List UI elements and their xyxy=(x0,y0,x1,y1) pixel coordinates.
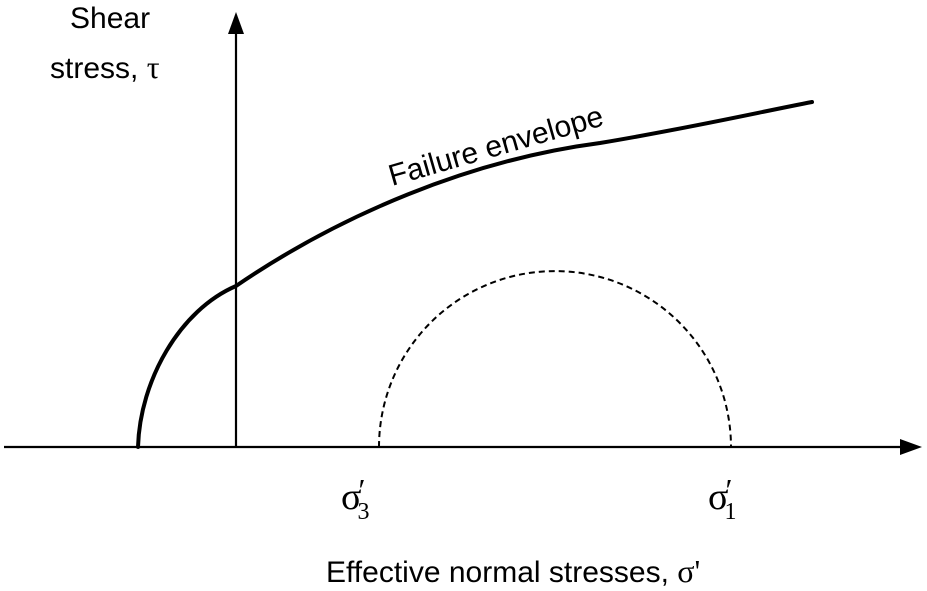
sigma1-prime: ′ xyxy=(725,472,732,508)
tau-symbol: τ xyxy=(147,49,160,85)
failure-envelope-curve xyxy=(136,100,814,449)
y-axis-label-text: stress, xyxy=(50,52,147,85)
sigma3-label: σ′ 3 xyxy=(341,472,369,525)
sigma3-subscript: 3 xyxy=(357,499,369,525)
sigma1-label: σ′ 1 xyxy=(708,472,736,525)
x-axis-arrowhead xyxy=(900,439,922,455)
sigma1-subscript: 1 xyxy=(724,499,736,525)
y-axis-label-line1: Shear xyxy=(70,2,150,35)
x-axis-label-text: Effective normal stresses, xyxy=(326,556,677,589)
mohr-circle xyxy=(378,270,732,448)
sigma1-base: σ xyxy=(708,476,728,518)
y-axis-label-line2: stress, τ xyxy=(50,49,160,85)
sigma3-base: σ xyxy=(341,476,361,518)
x-axis-label: Effective normal stresses, σ' xyxy=(326,553,700,589)
sigma3-prime: ′ xyxy=(358,472,365,508)
y-axis-arrowhead xyxy=(228,12,244,34)
sigma-prime-symbol: σ' xyxy=(677,553,700,589)
